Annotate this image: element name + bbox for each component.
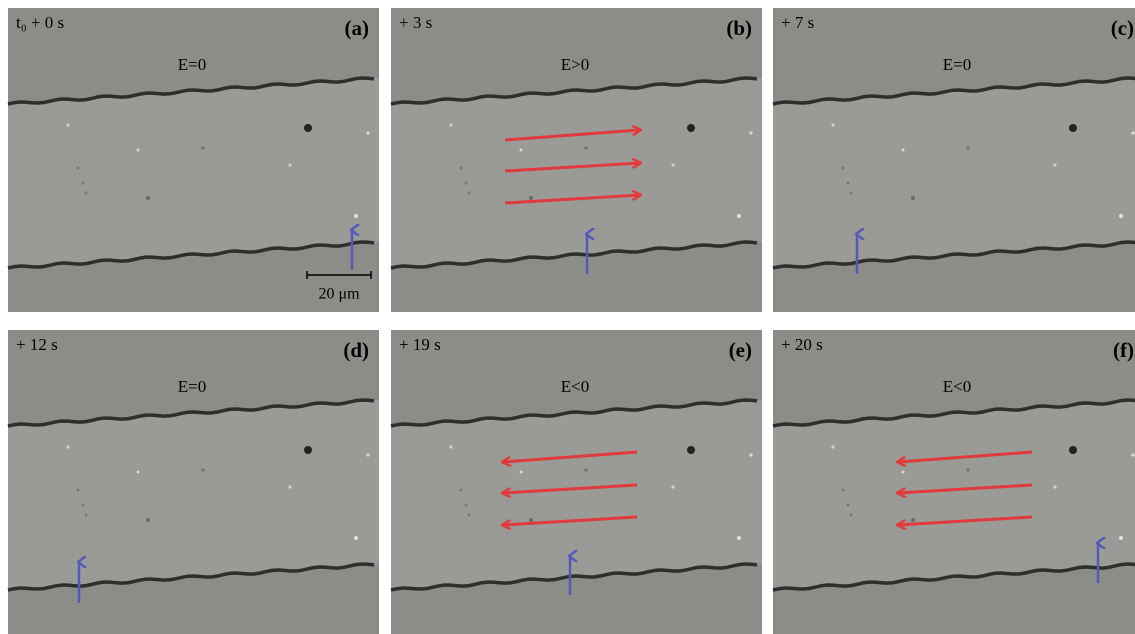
time-label: + 7 s	[781, 13, 814, 32]
field-label: E=0	[178, 55, 206, 74]
field-label: E=0	[943, 55, 971, 74]
time-label: + 20 s	[781, 335, 823, 354]
particle	[146, 196, 150, 200]
panel: + 12 s (d) E=0	[8, 330, 379, 634]
particle	[288, 163, 291, 166]
particle	[529, 518, 533, 522]
particle	[85, 514, 88, 517]
particle	[737, 536, 741, 540]
particle	[1131, 131, 1134, 134]
particle	[831, 445, 834, 448]
field-label: E=0	[178, 377, 206, 396]
particle	[847, 504, 850, 507]
particle	[468, 514, 471, 517]
particle	[1053, 485, 1056, 488]
particle	[842, 489, 845, 492]
panel: + 19 s (e) E<0	[391, 330, 762, 634]
particle	[288, 485, 291, 488]
panel: t₀ + 0 s (a) E=0 20 μm	[8, 8, 379, 312]
particle	[687, 446, 695, 454]
field-label: E<0	[943, 377, 971, 396]
particle	[468, 192, 471, 195]
time-label: t₀ + 0 s	[16, 13, 64, 32]
panel-letter: (d)	[343, 338, 369, 362]
particle	[850, 192, 853, 195]
particle	[201, 146, 205, 150]
particle	[77, 489, 80, 492]
particle	[354, 536, 358, 540]
particle	[902, 149, 905, 152]
particle	[749, 453, 752, 456]
channel-interior	[391, 78, 762, 268]
figure: t₀ + 0 s (a) E=0 20 μm + 3 s (b) E>0 + 7 s (c) E=…	[0, 0, 1135, 634]
particle	[366, 453, 369, 456]
particle	[671, 485, 674, 488]
particle	[671, 163, 674, 166]
particle	[842, 167, 845, 170]
panel-letter: (b)	[726, 16, 752, 40]
channel-interior	[773, 400, 1135, 590]
particle	[146, 518, 150, 522]
field-label: E>0	[561, 55, 589, 74]
particle	[304, 446, 312, 454]
scale-bar-label: 20 μm	[318, 286, 360, 303]
particle	[85, 192, 88, 195]
particle	[520, 149, 523, 152]
particle	[354, 214, 358, 218]
particle	[966, 468, 970, 472]
particle	[902, 471, 905, 474]
particle	[584, 468, 588, 472]
particle	[1119, 214, 1123, 218]
particle	[465, 504, 468, 507]
particle	[850, 514, 853, 517]
particle	[831, 123, 834, 126]
time-label: + 12 s	[16, 335, 58, 354]
field-label: E<0	[561, 377, 589, 396]
particle	[366, 131, 369, 134]
particle	[77, 167, 80, 170]
particle	[82, 182, 85, 185]
panel: + 7 s (c) E=0	[773, 8, 1135, 312]
particle	[82, 504, 85, 507]
particle	[449, 123, 452, 126]
panel: + 20 s (f) E<0	[773, 330, 1135, 634]
time-label: + 19 s	[399, 335, 441, 354]
particle	[687, 124, 695, 132]
particle	[847, 182, 850, 185]
channel-interior	[8, 78, 379, 268]
time-label: + 3 s	[399, 13, 432, 32]
panel-letter: (a)	[345, 16, 370, 40]
particle	[66, 123, 69, 126]
particle	[66, 445, 69, 448]
particle	[449, 445, 452, 448]
particle	[1131, 453, 1134, 456]
channel-interior	[8, 400, 379, 590]
particle	[911, 196, 915, 200]
particle	[1069, 124, 1077, 132]
particle	[137, 471, 140, 474]
particle	[304, 124, 312, 132]
particle	[737, 214, 741, 218]
panel-letter: (c)	[1111, 16, 1134, 40]
particle	[460, 489, 463, 492]
panel-letter: (e)	[729, 338, 752, 362]
particle	[520, 471, 523, 474]
particle	[1119, 536, 1123, 540]
particle	[1053, 163, 1056, 166]
particle	[529, 196, 533, 200]
panel: + 3 s (b) E>0	[391, 8, 762, 312]
particle	[137, 149, 140, 152]
panel-letter: (f)	[1113, 338, 1134, 362]
particle	[966, 146, 970, 150]
particle	[584, 146, 588, 150]
channel-interior	[391, 400, 762, 590]
particle	[749, 131, 752, 134]
particle	[911, 518, 915, 522]
particle	[201, 468, 205, 472]
particle	[460, 167, 463, 170]
particle	[1069, 446, 1077, 454]
channel-interior	[773, 78, 1135, 268]
particle	[465, 182, 468, 185]
